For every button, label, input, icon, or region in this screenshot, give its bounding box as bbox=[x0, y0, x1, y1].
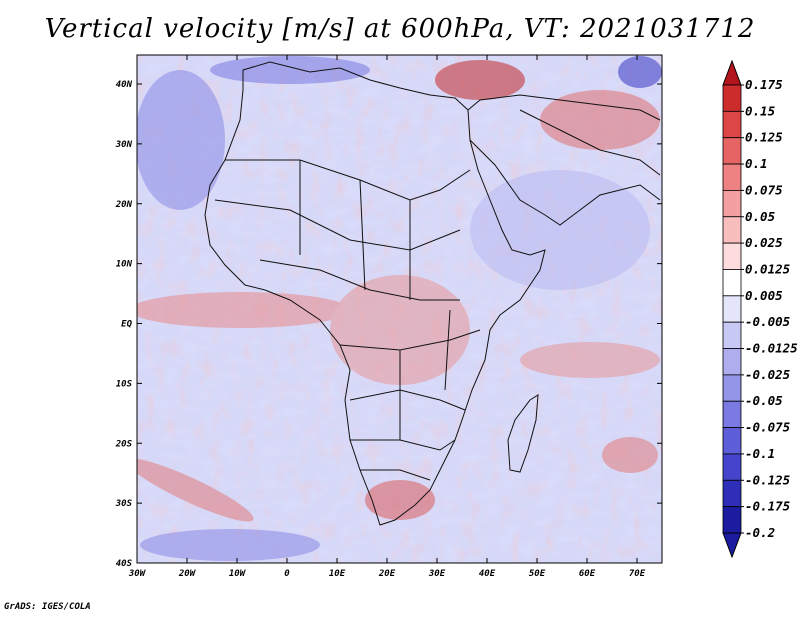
great-lakes-border bbox=[444, 309, 451, 391]
map-title: Vertical velocity [m/s] at 600hPa, VT: 2… bbox=[44, 14, 756, 44]
colorbar-segment bbox=[722, 479, 742, 508]
colorbar-level-label: 0.175 bbox=[745, 77, 783, 92]
southern-central-borders bbox=[349, 389, 466, 411]
asia-coastline bbox=[467, 94, 661, 121]
south-africa-borders bbox=[360, 469, 431, 481]
map-frame bbox=[136, 54, 663, 564]
colorbar-level-label: 0.075 bbox=[745, 182, 783, 197]
lon-label: 40E bbox=[479, 569, 496, 579]
lat-label: 20S bbox=[115, 439, 133, 449]
colorbar-level-label: -0.05 bbox=[745, 393, 783, 408]
colorbar-segment bbox=[722, 374, 742, 402]
lon-label: 60E bbox=[579, 569, 596, 579]
colorbar-level-label: -0.0125 bbox=[745, 341, 798, 356]
colorbar-level-label: -0.125 bbox=[745, 472, 791, 487]
middle-east-borders bbox=[519, 109, 661, 176]
colorbar-level-label: -0.005 bbox=[745, 314, 791, 329]
colorbar-level-label: -0.2 bbox=[745, 525, 775, 540]
arabia-coastline bbox=[469, 139, 661, 226]
lat-label: 10N bbox=[116, 260, 133, 270]
colorbar-level-label: 0.005 bbox=[745, 288, 783, 303]
colorbar-segment bbox=[722, 163, 742, 191]
west-central-borders bbox=[259, 259, 460, 301]
lon-label: 10E bbox=[329, 569, 346, 579]
lat-label: 40N bbox=[116, 80, 133, 90]
colorbar-segment bbox=[722, 295, 742, 323]
central-borders bbox=[339, 329, 481, 351]
colorbar-segment bbox=[722, 453, 742, 481]
colorbar: 0.175 0.15 0.125 0.1 0.075 0.05 0.025 0.0125 0.0… bbox=[722, 59, 798, 559]
colorbar-segment bbox=[722, 321, 742, 349]
colorbar-segment bbox=[722, 137, 742, 165]
colorbar-level-label: 0.05 bbox=[745, 209, 776, 224]
grads-credit: GrADS: IGES/COLA bbox=[4, 602, 91, 612]
latitude-axis: 40N 30N 20N 10N EQ 10S 20S 30S 40S bbox=[115, 80, 662, 569]
field-patches bbox=[137, 56, 662, 561]
longitude-axis: 30W 20W 10W 0 10E 20E 30E 40E 50E 60E 70E bbox=[128, 55, 646, 579]
lon-label: 0 bbox=[284, 569, 290, 579]
colorbar-segment bbox=[722, 216, 742, 244]
lon-label: 20W bbox=[178, 569, 197, 579]
colorbar-segment bbox=[722, 190, 742, 218]
colorbar-level-label: -0.175 bbox=[745, 499, 791, 514]
lon-label: 70E bbox=[629, 569, 646, 579]
coastlines-and-borders bbox=[204, 61, 661, 526]
madagascar-coastline bbox=[507, 394, 539, 473]
colorbar-segment bbox=[722, 110, 742, 139]
colorbar-segment bbox=[722, 269, 742, 297]
lon-label: 20E bbox=[378, 569, 396, 579]
sahara-borders bbox=[225, 159, 471, 201]
lon-label: 50E bbox=[529, 569, 546, 579]
colorbar-level-label: -0.025 bbox=[745, 367, 791, 382]
lat-label: 20N bbox=[115, 200, 133, 210]
colorbar-segment bbox=[722, 242, 742, 270]
colorbar-level-label: 0.15 bbox=[745, 103, 776, 118]
colorbar-segment bbox=[722, 427, 742, 455]
colorbar-level-label: 0.025 bbox=[745, 235, 783, 250]
map-figure: 40N 30N 20N 10N EQ 10S 20S 30S 40S 30W 20W 10W 0 10E… bbox=[115, 54, 798, 579]
lat-label: 10S bbox=[116, 379, 133, 389]
colorbar-bottom-arrow bbox=[722, 532, 742, 559]
lat-label: 30N bbox=[115, 140, 133, 150]
colorbar-level-label: 0.0125 bbox=[745, 261, 791, 276]
colorbar-segment bbox=[722, 348, 742, 376]
colorbar-top-arrow bbox=[722, 59, 742, 86]
colorbar-level-label: -0.1 bbox=[745, 446, 775, 461]
lat-label: 30S bbox=[115, 499, 133, 509]
lon-label: 10W bbox=[229, 569, 247, 579]
southern-borders bbox=[350, 439, 456, 451]
sahel-borders bbox=[214, 199, 461, 251]
colorbar-level-label: -0.075 bbox=[745, 420, 791, 435]
colorbar-level-label: 0.125 bbox=[745, 130, 783, 145]
map-plot-area bbox=[137, 55, 662, 563]
colorbar-segment bbox=[722, 84, 742, 112]
lon-label: 30E bbox=[428, 569, 446, 579]
colorbar-segment bbox=[722, 506, 742, 534]
lat-label: 40S bbox=[116, 559, 133, 569]
lat-label: EQ bbox=[121, 320, 132, 330]
meridional-border-b bbox=[359, 179, 366, 291]
lon-label: 30W bbox=[128, 569, 147, 579]
colorbar-segment bbox=[722, 400, 742, 428]
colorbar-level-label: 0.1 bbox=[745, 156, 768, 171]
